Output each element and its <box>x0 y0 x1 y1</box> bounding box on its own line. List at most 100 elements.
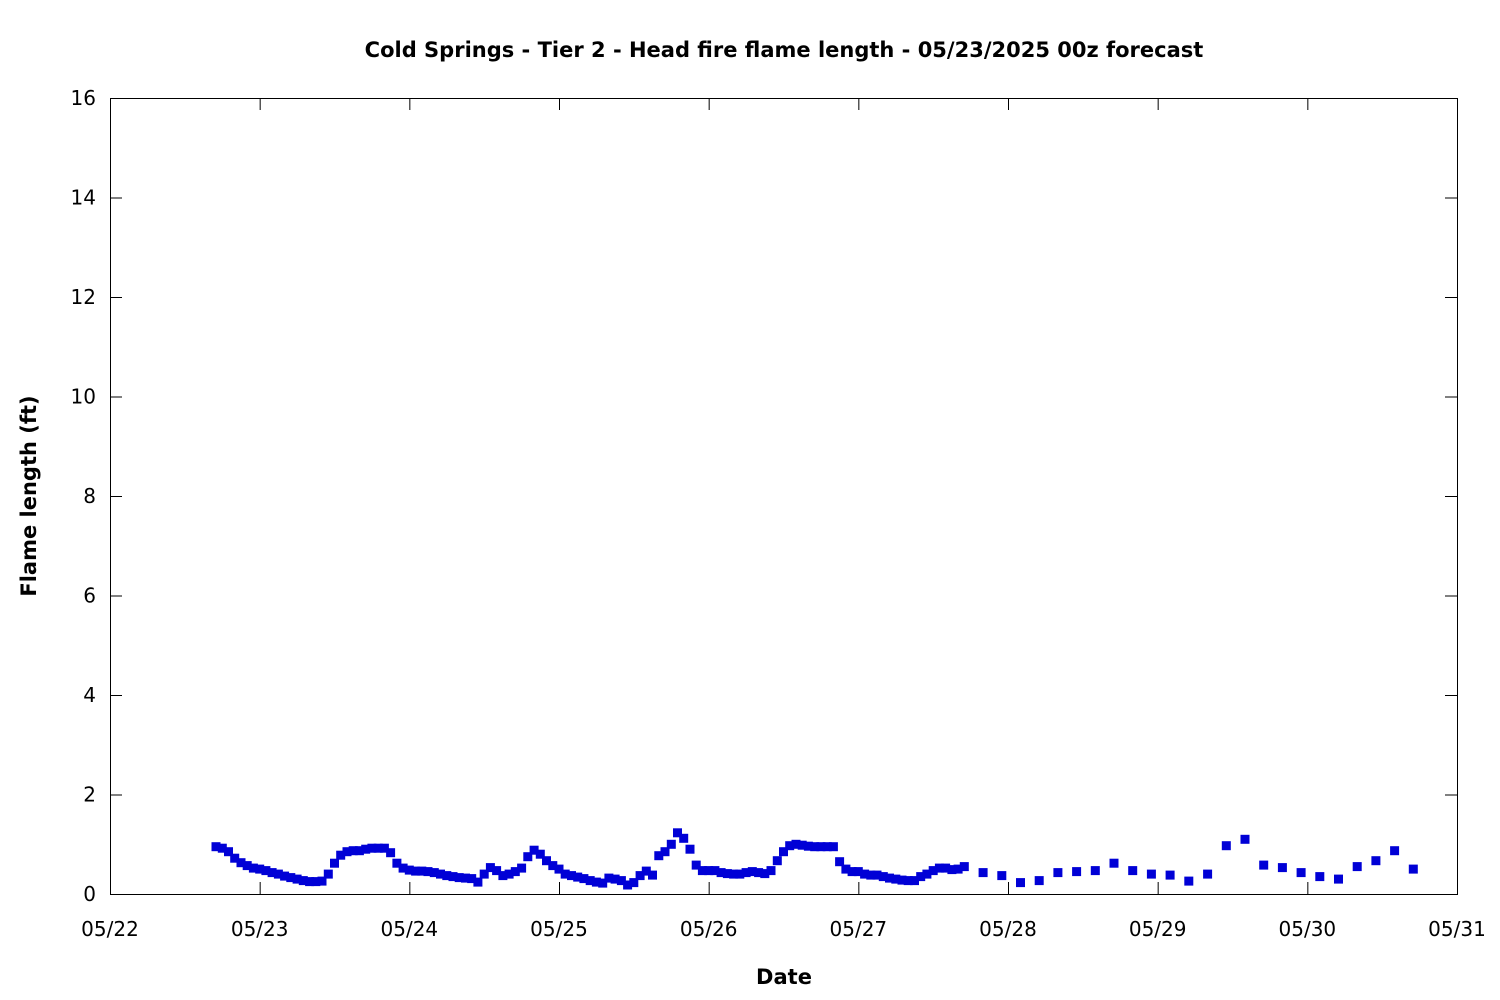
data-point <box>641 866 651 876</box>
data-point <box>635 871 645 881</box>
data-point <box>342 847 352 857</box>
data-point <box>292 874 302 884</box>
x-tick-label: 05/31 <box>1428 917 1486 941</box>
data-point <box>454 873 464 883</box>
y-tick-label: 2 <box>83 783 96 807</box>
data-point <box>1128 866 1138 876</box>
y-tick-label: 12 <box>71 285 96 309</box>
data-point <box>273 869 283 879</box>
data-series <box>211 828 1418 890</box>
data-point <box>479 869 489 879</box>
data-point <box>1034 876 1044 886</box>
data-point <box>754 868 764 878</box>
y-axis: 0 2 4 6 8 10 12 14 16 <box>71 86 1457 906</box>
data-point <box>766 866 776 876</box>
data-point <box>822 842 832 852</box>
data-point <box>548 861 558 871</box>
data-point <box>648 870 657 880</box>
data-point <box>878 872 888 882</box>
data-point <box>1352 862 1362 872</box>
data-point <box>392 858 402 868</box>
x-tick-label: 05/29 <box>1129 917 1187 941</box>
data-point <box>685 844 695 854</box>
data-point <box>729 869 739 879</box>
plot-frame <box>110 98 1458 895</box>
data-point <box>567 871 576 881</box>
data-point <box>217 843 227 853</box>
data-point <box>841 864 851 874</box>
data-point <box>872 870 882 880</box>
data-point <box>604 873 614 883</box>
data-point <box>629 878 639 888</box>
data-point <box>467 874 477 884</box>
data-point <box>598 878 608 888</box>
y-tick-label: 6 <box>83 584 96 608</box>
data-point <box>311 877 321 887</box>
data-point <box>897 875 907 885</box>
y-tick-label: 8 <box>83 484 96 508</box>
data-point <box>1371 856 1381 866</box>
data-point <box>772 856 782 866</box>
data-point <box>910 876 919 886</box>
data-point <box>236 858 246 868</box>
data-point <box>542 856 551 866</box>
data-point <box>404 865 414 875</box>
data-point <box>535 849 545 859</box>
data-point <box>673 828 682 838</box>
data-point <box>797 840 807 850</box>
data-point <box>623 880 633 890</box>
data-point <box>248 863 258 873</box>
x-tick-label: 05/24 <box>381 917 439 941</box>
x-axis-label: Date <box>756 965 812 989</box>
y-tick-label: 0 <box>83 882 96 906</box>
data-point <box>442 871 452 881</box>
data-point <box>504 869 514 879</box>
data-point <box>885 873 894 883</box>
data-point <box>323 869 333 879</box>
data-point <box>847 867 857 877</box>
data-point <box>230 853 240 863</box>
data-point <box>828 842 838 852</box>
data-point <box>785 841 795 851</box>
x-axis: 05/22 05/23 05/24 05/25 05/26 05/27 05/28 05/29… <box>81 98 1486 941</box>
data-point <box>691 860 701 870</box>
data-point <box>485 863 495 873</box>
x-tick-label: 05/27 <box>830 917 888 941</box>
data-point <box>610 874 620 884</box>
data-point <box>354 846 364 856</box>
data-point <box>891 874 901 884</box>
x-tick-label: 05/30 <box>1279 917 1337 941</box>
data-point <box>348 846 358 856</box>
x-tick-label: 05/26 <box>680 917 738 941</box>
data-point <box>498 871 508 881</box>
data-point <box>666 839 676 849</box>
data-point <box>697 866 707 876</box>
data-point <box>1221 841 1231 851</box>
data-point <box>1146 869 1156 879</box>
data-point <box>941 863 951 873</box>
data-point <box>573 872 583 882</box>
data-point <box>330 858 339 868</box>
data-point <box>411 866 421 876</box>
data-point <box>747 867 757 877</box>
data-point <box>791 839 801 849</box>
data-point <box>280 871 290 881</box>
data-point <box>860 869 870 879</box>
data-point <box>242 861 252 871</box>
y-tick-label: 16 <box>71 86 96 110</box>
data-point <box>336 850 346 860</box>
data-point <box>1072 867 1082 877</box>
data-point <box>1053 868 1063 878</box>
data-point <box>710 866 720 876</box>
data-point <box>255 864 265 874</box>
data-point <box>1240 834 1250 844</box>
y-tick-label: 14 <box>71 186 96 210</box>
data-point <box>417 866 427 876</box>
y-axis-label: Flame length (ft) <box>17 395 41 596</box>
data-point <box>760 869 770 879</box>
data-point <box>1090 866 1100 876</box>
data-point <box>616 876 626 886</box>
data-point <box>947 865 957 875</box>
x-tick-label: 05/28 <box>979 917 1037 941</box>
x-tick-label: 05/25 <box>530 917 588 941</box>
